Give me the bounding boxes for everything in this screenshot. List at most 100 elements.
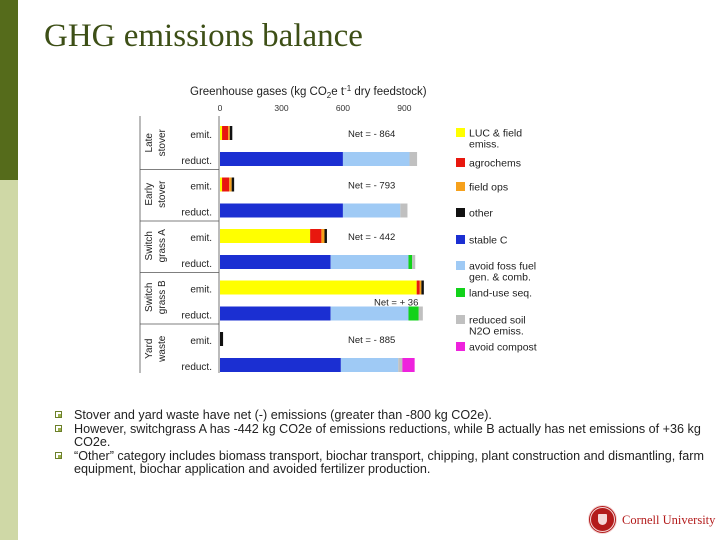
bar-segment-reduct-stablec [220, 203, 343, 218]
cornell-logo-text: Cornell University [622, 513, 716, 527]
net-value-label: Net = - 793 [348, 181, 395, 192]
bar-segment-reduct-stablec [220, 358, 341, 372]
bullet-item: “Other” category includes biomass transp… [55, 448, 705, 477]
bar-segment-reduct-landuse [408, 255, 413, 269]
legend-swatch-fieldops [456, 182, 465, 191]
side-accent-bar [0, 0, 18, 540]
bar-segment-reduct-fossil [342, 152, 410, 166]
bar-segment-reduct-landuse [408, 306, 419, 321]
legend-label-fieldops: field ops [469, 182, 508, 194]
legend-swatch-other [456, 208, 465, 217]
bullet-text: Stover and yard waste have net (-) emiss… [74, 408, 492, 422]
emit-row-label: emit. [190, 336, 212, 347]
bullet-marker [55, 411, 62, 418]
group-label-line1: Early [144, 183, 155, 206]
bar-segment-emit-luc [220, 280, 417, 295]
legend-label-soil: reduced soil [469, 315, 526, 327]
legend-label-agro: agrochems [469, 158, 521, 170]
emit-row-label: emit. [190, 285, 212, 296]
legend-label-other: other [469, 208, 493, 220]
x-tick-label: 600 [336, 103, 350, 113]
bar-segment-emit-fieldops [229, 177, 232, 192]
legend-swatch-compost [456, 342, 465, 351]
group-label-line1: Switch [144, 231, 155, 260]
bar-segment-reduct-stablec [220, 255, 331, 269]
legend-swatch-agro [456, 158, 465, 167]
bar-segment-emit-luc [220, 229, 311, 243]
bar-segment-emit-agro [310, 229, 322, 243]
group-label-line1: Yard [144, 339, 155, 359]
bar-segment-reduct-soil [398, 358, 403, 372]
bar-segment-emit-other [220, 332, 224, 346]
bullet-marker [55, 451, 62, 459]
cornell-seal-icon [588, 505, 617, 534]
bar-segment-emit-agro [222, 177, 230, 192]
group-label-line2: grass B [157, 280, 168, 314]
reduct-row-label: reduct. [181, 259, 212, 270]
net-value-label: Net = - 885 [348, 335, 395, 346]
bar-segment-emit-other [229, 126, 233, 140]
net-value-label: Net = - 442 [348, 232, 395, 243]
legend-label-compost: avoid compost [469, 342, 537, 354]
ghg-balance-chart: Greenhouse gases (kg CO2e t-1 dry feedst… [139, 84, 537, 373]
reduct-row-label: reduct. [181, 156, 212, 167]
reduct-row-label: reduct. [181, 311, 212, 322]
emit-row-label: emit. [190, 130, 212, 141]
bar-segment-reduct-soil [409, 152, 418, 166]
bar-segment-reduct-compost [402, 358, 415, 372]
legend-label-luc: LUC & field [469, 128, 522, 140]
x-tick-label: 0 [218, 103, 223, 113]
legend-label-stablec: stable C [469, 235, 508, 247]
bar-segment-emit-fieldops [419, 280, 422, 295]
group-label-line2: waste [157, 335, 168, 363]
bullet-text: “Other” category includes biomass transp… [74, 448, 704, 477]
bar-segment-emit-agro [222, 126, 229, 140]
legend-swatch-stablec [456, 235, 465, 244]
bar-segment-emit-fieldops [228, 126, 230, 140]
bar-segment-reduct-soil [400, 203, 408, 218]
x-tick-label: 900 [397, 103, 411, 113]
cornell-logo: Cornell University [588, 505, 716, 535]
bar-segment-reduct-fossil [330, 255, 409, 269]
group-label-line2: stover [157, 180, 168, 208]
slide-title: GHG emissions balance [44, 18, 363, 54]
bar-segment-reduct-soil [418, 306, 423, 321]
group-label-line1: Switch [144, 283, 155, 312]
net-value-label: Net = - 864 [348, 129, 395, 140]
net-value-label: Net = + 36 [374, 298, 418, 309]
bullet-text: However, switchgrass A has -442 kg CO2e … [74, 421, 701, 450]
bar-segment-reduct-fossil [342, 203, 401, 218]
reduct-row-label: reduct. [181, 362, 212, 373]
legend-label-landuse: land-use seq. [469, 288, 532, 300]
bar-segment-reduct-soil [412, 255, 416, 269]
bar-segment-reduct-fossil [330, 306, 409, 321]
bar-segment-reduct-stablec [220, 152, 343, 166]
emit-row-label: emit. [190, 233, 212, 244]
bullet-item: Stover and yard waste have net (-) emiss… [55, 408, 705, 423]
legend-label-soil: N2O emiss. [469, 326, 524, 338]
bar-segment-reduct-fossil [340, 358, 399, 372]
bar-segment-reduct-stablec [220, 306, 331, 321]
reduct-row-label: reduct. [181, 208, 212, 219]
legend-swatch-luc [456, 128, 465, 137]
chart-title: Greenhouse gases (kg CO2e t-1 dry feedst… [190, 84, 427, 100]
bar-segment-emit-other [231, 177, 235, 192]
bullet-list: Stover and yard waste have net (-) emiss… [55, 408, 705, 477]
legend-swatch-soil [456, 315, 465, 324]
bar-segment-emit-other [324, 229, 327, 243]
emit-row-label: emit. [190, 182, 212, 193]
bar-segment-emit-luc [220, 126, 223, 140]
legend-label-luc: emiss. [469, 139, 499, 151]
legend-swatch-landuse [456, 288, 465, 297]
bullet-item: However, switchgrass A has -442 kg CO2e … [55, 421, 705, 450]
group-label-line2: grass A [157, 229, 168, 263]
legend-swatch-fossil [456, 261, 465, 270]
legend-label-fossil: gen. & comb. [469, 272, 531, 284]
legend-label-fossil: avoid foss fuel [469, 261, 536, 273]
x-tick-label: 300 [274, 103, 288, 113]
bar-segment-emit-other [421, 280, 424, 295]
side-accent-bar-dark [0, 0, 18, 180]
bar-segment-emit-agro [416, 280, 420, 295]
group-label-line2: stover [157, 128, 168, 156]
bar-segment-emit-fieldops [321, 229, 325, 243]
